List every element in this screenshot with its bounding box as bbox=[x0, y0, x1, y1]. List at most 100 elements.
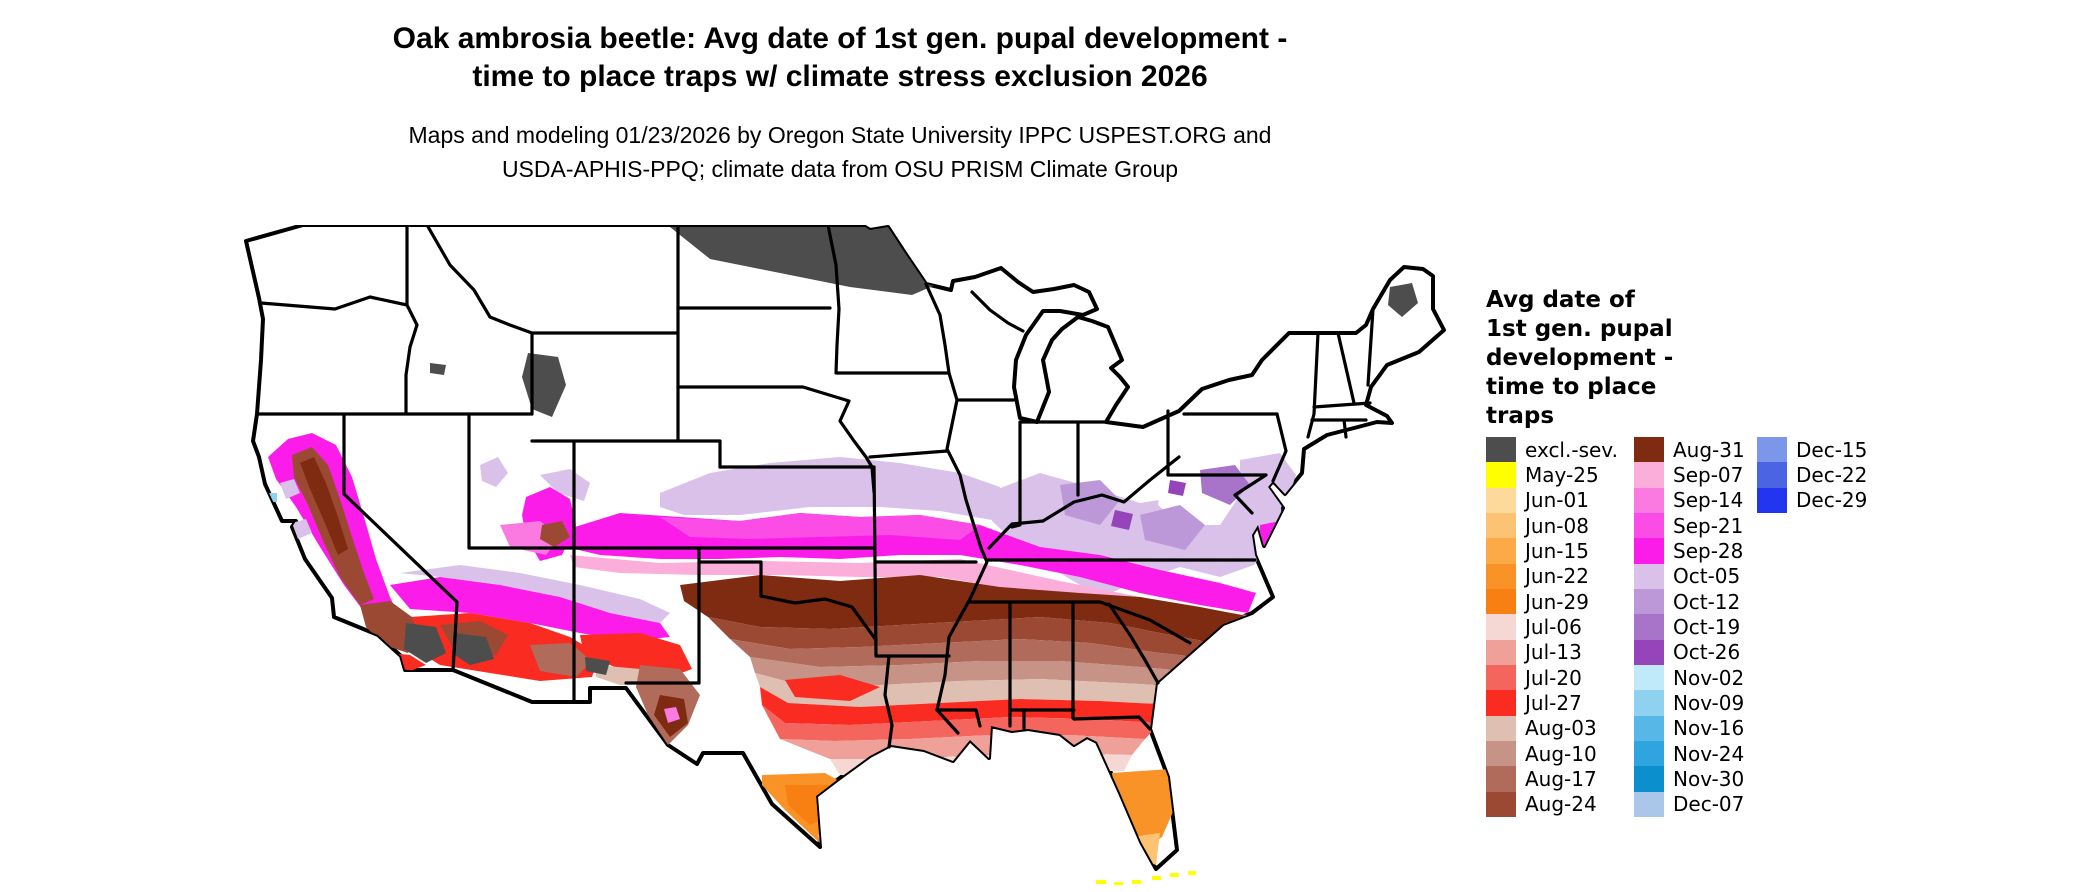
region-cyan-ca-2 bbox=[276, 525, 285, 534]
legend-entry: Oct-12 bbox=[1634, 588, 1745, 615]
legend-entry: Sep-14 bbox=[1634, 487, 1745, 513]
legend-entry-label: May-25 bbox=[1525, 462, 1599, 487]
region-purple-blob-1 bbox=[1060, 480, 1120, 525]
region-excl-az-1 bbox=[404, 623, 446, 663]
region-tan-band bbox=[755, 673, 1195, 707]
legend-swatch bbox=[1486, 437, 1516, 463]
legend-entry: Jul-27 bbox=[1486, 690, 1618, 716]
legend-entry-label: excl.-sev. bbox=[1525, 437, 1618, 462]
legend-entry-label: Aug-17 bbox=[1525, 766, 1597, 791]
legend-title-line: traps bbox=[1486, 403, 1555, 429]
legend-entry: Sep-21 bbox=[1634, 512, 1745, 539]
region-excl-nm bbox=[585, 657, 610, 675]
legend-entry-label: Dec-29 bbox=[1796, 488, 1868, 513]
legend-entry: Jun-29 bbox=[1486, 588, 1618, 615]
title-line-2: time to place traps w/ climate stress ex… bbox=[472, 60, 1208, 93]
title-line-1: Oak ambrosia beetle: Avg date of 1st gen… bbox=[392, 22, 1288, 55]
state-borders-east bbox=[935, 307, 1375, 731]
region-lavender-az bbox=[400, 565, 670, 623]
subtitle-line-2: USDA-APHIS-PPQ; climate data from OSU PR… bbox=[501, 156, 1179, 182]
legend-title-line: 1st gen. pupal bbox=[1486, 316, 1673, 342]
legend-swatch bbox=[1486, 588, 1516, 615]
legend-swatch bbox=[1486, 715, 1516, 741]
legend-swatch bbox=[1486, 690, 1516, 716]
region-excl-id-speck bbox=[430, 363, 446, 375]
legend-entry-label: Jun-22 bbox=[1525, 564, 1589, 589]
legend-entry: Aug-24 bbox=[1486, 791, 1618, 817]
region-excl-maine bbox=[1388, 283, 1418, 317]
legend-entry: Oct-05 bbox=[1634, 563, 1745, 589]
legend-entry: Jun-15 bbox=[1486, 538, 1618, 564]
legend-swatch bbox=[1634, 766, 1664, 792]
legend-entry-label: Oct-05 bbox=[1673, 564, 1741, 589]
legend-swatch bbox=[1634, 664, 1664, 691]
legend-entry: Nov-16 bbox=[1634, 715, 1745, 741]
legend-entry: May-25 bbox=[1486, 462, 1618, 488]
legend-entry-label: Jul-13 bbox=[1525, 640, 1582, 665]
legend-column-2: Aug-31 Sep-07 Sep-14 Sep-21 Sep-28 Oct-05 Oct-… bbox=[1634, 437, 1745, 817]
legend-entry: Aug-10 bbox=[1486, 740, 1618, 767]
legend-swatch bbox=[1634, 690, 1664, 716]
legend-swatch bbox=[1486, 740, 1516, 767]
legend-swatch bbox=[1634, 563, 1664, 589]
region-pink-band bbox=[570, 555, 1248, 627]
legend-entry-label: Sep-14 bbox=[1673, 488, 1744, 513]
subtitle-line-1: Maps and modeling 01/23/2026 by Oregon S… bbox=[408, 122, 1272, 148]
legend-title: Avg date of 1st gen. pupal development -… bbox=[1486, 286, 2086, 431]
legend-entry: Jun-01 bbox=[1486, 487, 1618, 513]
legend-swatch bbox=[1486, 791, 1516, 817]
region-brick-ca-core bbox=[300, 457, 348, 555]
legend-swatch bbox=[1634, 614, 1664, 640]
legend-entry: Sep-28 bbox=[1634, 538, 1745, 564]
region-cyan-ca-3 bbox=[286, 557, 295, 566]
legend-entry-label: Jun-29 bbox=[1525, 589, 1589, 614]
legend-entry-label: Jul-06 bbox=[1525, 614, 1582, 639]
legend-title-line: Avg date of bbox=[1486, 287, 1635, 313]
legend-entry-label: Aug-03 bbox=[1525, 716, 1597, 741]
legend-entry-label: Oct-26 bbox=[1673, 640, 1741, 665]
legend-swatch bbox=[1634, 639, 1664, 665]
legend-swatch bbox=[1486, 512, 1516, 539]
legend-swatch bbox=[1486, 563, 1516, 589]
legend-entry: Dec-07 bbox=[1634, 791, 1745, 817]
legend-entry-label: Aug-31 bbox=[1673, 437, 1745, 462]
legend-entry: Jun-08 bbox=[1486, 512, 1618, 539]
legend-entry: Jul-13 bbox=[1486, 639, 1618, 665]
legend-entry: Sep-07 bbox=[1634, 462, 1745, 488]
legend-swatch bbox=[1634, 538, 1664, 564]
us-map bbox=[244, 223, 1446, 886]
legend-entry: excl.-sev. bbox=[1486, 437, 1618, 463]
region-ltorange-fl-tip bbox=[1132, 833, 1160, 865]
legend-title-line: time to place bbox=[1486, 374, 1657, 400]
legend-entry: Nov-02 bbox=[1634, 664, 1745, 691]
us-map-container bbox=[240, 223, 1450, 886]
legend-entry-label: Nov-02 bbox=[1673, 665, 1745, 690]
region-brick-band bbox=[680, 575, 1262, 645]
region-cyan-ca-1 bbox=[268, 493, 277, 502]
legend-entry-label: Aug-10 bbox=[1525, 741, 1597, 766]
legend-swatch bbox=[1757, 462, 1787, 488]
region-magenta-wtx bbox=[664, 707, 680, 723]
region-red-band bbox=[760, 687, 1175, 725]
legend-entry-label: Nov-16 bbox=[1673, 716, 1745, 741]
region-magenta-az bbox=[390, 577, 670, 641]
legend-title-line: development - bbox=[1486, 345, 1674, 371]
legend-entry: Jul-20 bbox=[1486, 664, 1618, 691]
region-excl-az-2 bbox=[452, 633, 494, 665]
legend-entry-label: Sep-28 bbox=[1673, 538, 1744, 563]
region-excl-north bbox=[670, 227, 940, 295]
legend-entry-label: Aug-24 bbox=[1525, 792, 1597, 817]
region-lavender-ut bbox=[480, 457, 508, 487]
legend-swatch bbox=[1634, 437, 1664, 463]
page-subtitle: Maps and modeling 01/23/2026 by Oregon S… bbox=[0, 118, 1680, 186]
legend-entry-label: Oct-12 bbox=[1673, 589, 1741, 614]
legend-entry: Nov-24 bbox=[1634, 740, 1745, 767]
region-red-nm bbox=[580, 633, 692, 677]
legend-entry: Dec-22 bbox=[1757, 462, 1867, 488]
legend-entry-label: Jun-15 bbox=[1525, 538, 1589, 563]
region-magenta-sep21-strip bbox=[660, 513, 980, 540]
legend-swatch bbox=[1634, 512, 1664, 539]
legend-entry-label: Nov-09 bbox=[1673, 690, 1745, 715]
legend-swatch bbox=[1634, 740, 1664, 767]
